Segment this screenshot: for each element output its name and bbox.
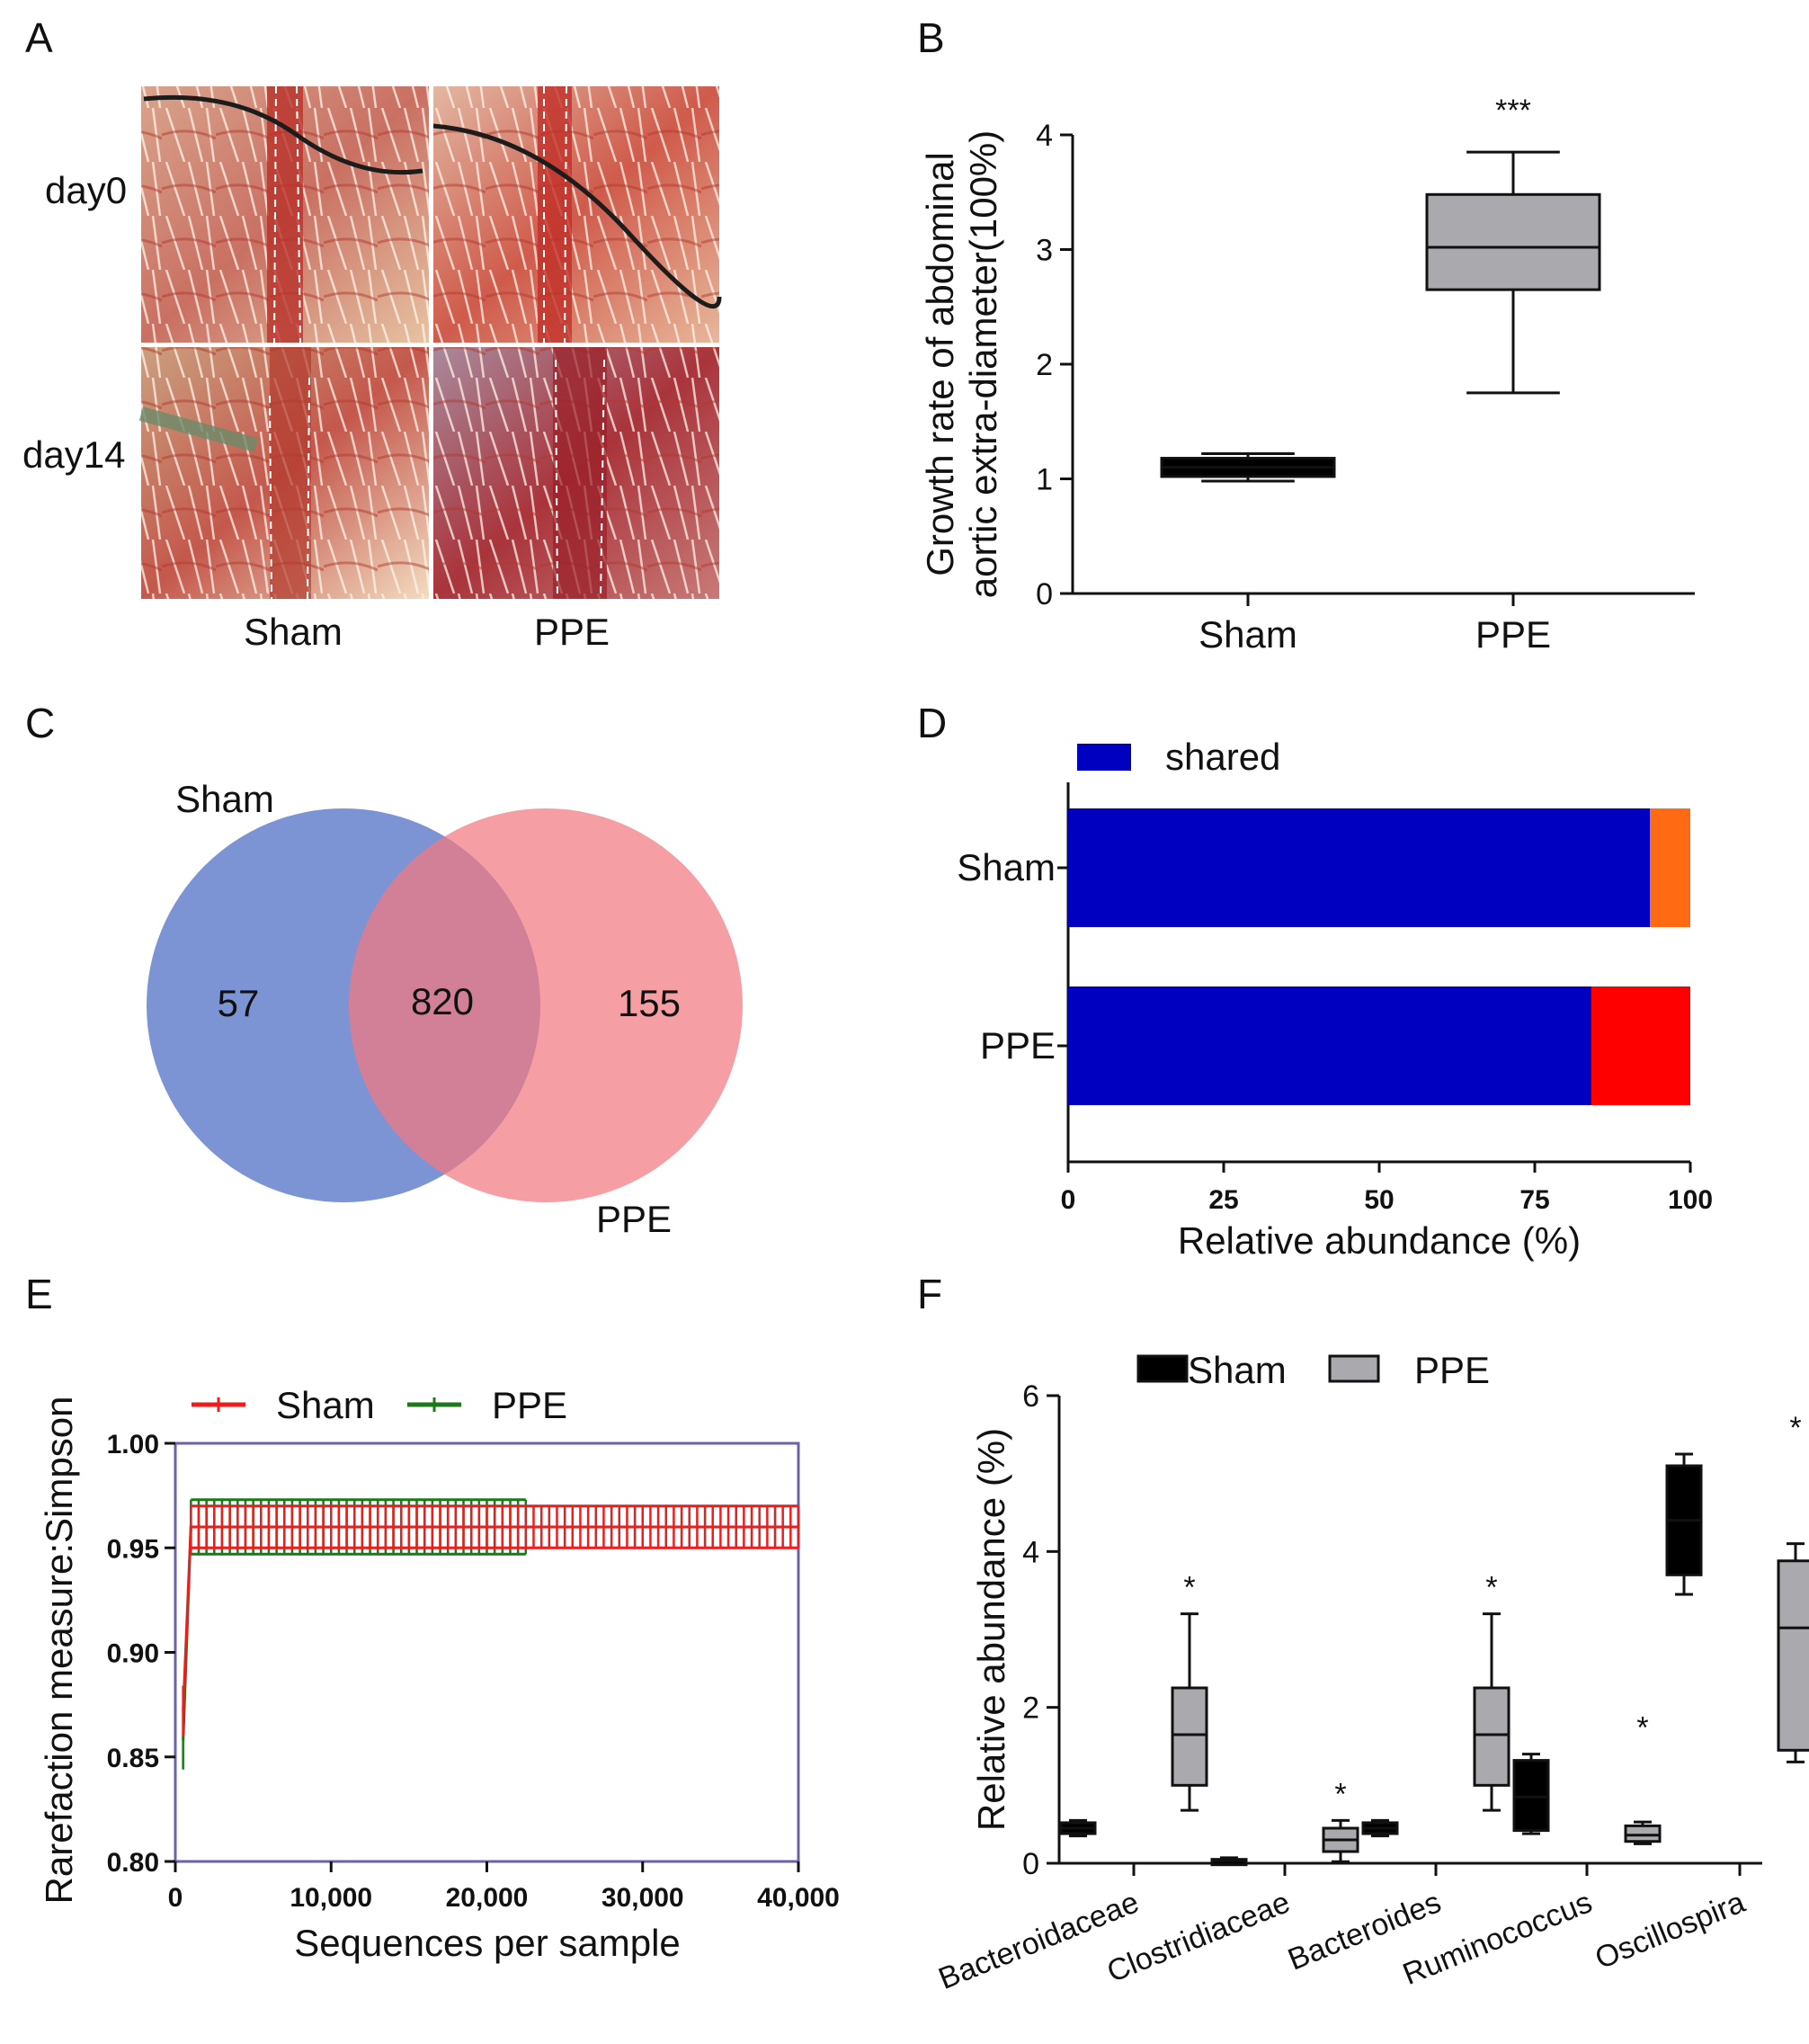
panel-f-legend-sham: Sham bbox=[1188, 1349, 1287, 1391]
d-bar-shared bbox=[1068, 808, 1651, 927]
panel-f: F 0246Bacteroidaceae*Clostridiaceae*Bact… bbox=[917, 1271, 1809, 1996]
b-xtick-label: Sham bbox=[1199, 613, 1297, 656]
e-xtick-label: 10,000 bbox=[290, 1883, 372, 1913]
panel-f-letter: F bbox=[917, 1271, 942, 1317]
e-line bbox=[182, 1525, 798, 1711]
f-significance: * bbox=[1789, 1411, 1801, 1445]
f-legend-swatch-ppe bbox=[1328, 1354, 1380, 1383]
col-label-ppe: PPE bbox=[534, 611, 610, 653]
panel-e-xlabel: Sequences per sample bbox=[294, 1922, 681, 1964]
panel-d-chart: Sham PPE 0 25 50 75 100 bbox=[957, 744, 1713, 1215]
f-ytick-label: 2 bbox=[1022, 1691, 1039, 1726]
d-legend-swatch bbox=[1077, 744, 1131, 771]
f-box-ppe bbox=[1777, 1559, 1809, 1752]
panel-e-letter: E bbox=[25, 1271, 53, 1317]
f-box-ppe bbox=[1473, 1686, 1510, 1787]
venn-count-ppe-only: 155 bbox=[618, 982, 681, 1024]
panel-d-letter: D bbox=[917, 700, 947, 746]
panel-a: A day0 day14 bbox=[22, 14, 722, 653]
d-bar-unique bbox=[1650, 808, 1690, 927]
photo-day0-ppe bbox=[432, 85, 722, 344]
panel-b-letter: B bbox=[917, 14, 945, 61]
b-ytick-label: 1 bbox=[1036, 463, 1053, 497]
panel-b-axes: 0 1 2 3 4 Sham PPE bbox=[1036, 119, 1695, 656]
row-label-day0: day0 bbox=[45, 169, 127, 211]
e-line bbox=[182, 1525, 526, 1741]
panel-b-ylabel-line2: aortic extra-diameter(100%) bbox=[962, 130, 1004, 599]
venn-label-sham: Sham bbox=[175, 778, 274, 820]
f-ytick-label: 6 bbox=[1022, 1379, 1039, 1414]
panel-e-ylabel: Rarefaction measure:Simpson bbox=[38, 1397, 80, 1905]
f-ytick-label: 0 bbox=[1022, 1847, 1039, 1881]
b-ytick-label: 2 bbox=[1036, 348, 1053, 382]
b-xtick-label: PPE bbox=[1475, 613, 1551, 656]
d-xtick-label: 50 bbox=[1364, 1185, 1394, 1215]
panel-b-boxes bbox=[1160, 150, 1601, 483]
d-bar-unique bbox=[1591, 986, 1690, 1105]
e-ytick-label: 0.95 bbox=[107, 1534, 159, 1564]
f-significance: * bbox=[1636, 1711, 1648, 1745]
row-label-day14: day14 bbox=[22, 433, 125, 476]
panel-d-legend-label: shared bbox=[1165, 736, 1280, 778]
panel-e-legend-sham: Sham bbox=[276, 1384, 375, 1426]
f-significance: * bbox=[1485, 1571, 1497, 1605]
f-ytick-label: 4 bbox=[1022, 1535, 1039, 1569]
f-significance: * bbox=[1183, 1571, 1195, 1605]
d-xtick-label: 100 bbox=[1668, 1185, 1713, 1215]
e-ytick-label: 0.90 bbox=[107, 1639, 159, 1669]
e-ytick-label: 0.80 bbox=[107, 1848, 159, 1878]
d-bar-shared bbox=[1068, 986, 1591, 1105]
photo-day14-ppe bbox=[433, 347, 719, 600]
d-xtick-label: 25 bbox=[1208, 1185, 1238, 1215]
panel-a-letter: A bbox=[25, 14, 53, 61]
photo-day14-sham bbox=[138, 347, 429, 600]
col-label-sham: Sham bbox=[244, 611, 343, 653]
d-xtick-label: 0 bbox=[1061, 1185, 1076, 1215]
b-ytick-label: 3 bbox=[1036, 234, 1053, 268]
panel-b-significance: *** bbox=[1495, 94, 1531, 128]
d-ytick-label: Sham bbox=[957, 846, 1056, 888]
f-box-ppe bbox=[1171, 1686, 1208, 1787]
panel-f-chart: 0246Bacteroidaceae*Clostridiaceae*Bacter… bbox=[934, 1354, 1809, 1996]
d-ytick-label: PPE bbox=[980, 1024, 1056, 1067]
panel-c-letter: C bbox=[25, 700, 55, 746]
photo-day0-sham bbox=[141, 85, 429, 344]
venn-count-sham-only: 57 bbox=[218, 982, 260, 1024]
f-legend-swatch-sham bbox=[1136, 1354, 1189, 1383]
venn-count-shared: 820 bbox=[411, 980, 474, 1022]
f-xtick-label: Oscillospira bbox=[1591, 1885, 1750, 1976]
panel-b: B 0 1 2 3 4 Sham PPE *** Growth rate of abdomi… bbox=[917, 14, 1695, 656]
e-ytick-label: 0.85 bbox=[107, 1744, 159, 1773]
venn-circle-ppe bbox=[349, 808, 743, 1202]
e-xtick-label: 30,000 bbox=[602, 1883, 684, 1913]
panel-e: E 0.80 0.85 0.90 0.95 1.00 0 10,000 20,000 30,00… bbox=[25, 1271, 840, 1964]
f-box-ppe bbox=[1624, 1824, 1662, 1843]
panel-e-chart: 0.80 0.85 0.90 0.95 1.00 0 10,000 20,000 30,000 4… bbox=[107, 1397, 840, 1913]
f-box-sham bbox=[1512, 1759, 1550, 1833]
e-xtick-label: 40,000 bbox=[757, 1883, 840, 1913]
d-xtick-label: 75 bbox=[1519, 1185, 1549, 1215]
b-ytick-label: 4 bbox=[1036, 119, 1053, 153]
panel-d: D Sham PPE 0 25 50 75 100 shared Relative abun… bbox=[917, 700, 1713, 1262]
panel-f-ylabel: Relative abundance (%) bbox=[970, 1428, 1012, 1831]
b-box bbox=[1425, 192, 1601, 291]
b-ytick-label: 0 bbox=[1036, 577, 1053, 611]
panel-c: C Sham PPE 57 820 155 bbox=[25, 700, 743, 1240]
panel-e-legend-ppe: PPE bbox=[492, 1384, 567, 1426]
e-xtick-label: 20,000 bbox=[446, 1883, 529, 1913]
venn-label-ppe: PPE bbox=[596, 1198, 672, 1240]
e-ytick-label: 1.00 bbox=[107, 1430, 159, 1459]
panel-d-xlabel: Relative abundance (%) bbox=[1178, 1219, 1581, 1262]
e-xtick-label: 0 bbox=[168, 1883, 183, 1913]
e-series-sham bbox=[182, 1504, 800, 1736]
panel-b-ylabel-line1: Growth rate of abdominal bbox=[919, 152, 961, 576]
f-significance: * bbox=[1334, 1777, 1346, 1811]
panel-f-legend-ppe: PPE bbox=[1414, 1349, 1490, 1391]
